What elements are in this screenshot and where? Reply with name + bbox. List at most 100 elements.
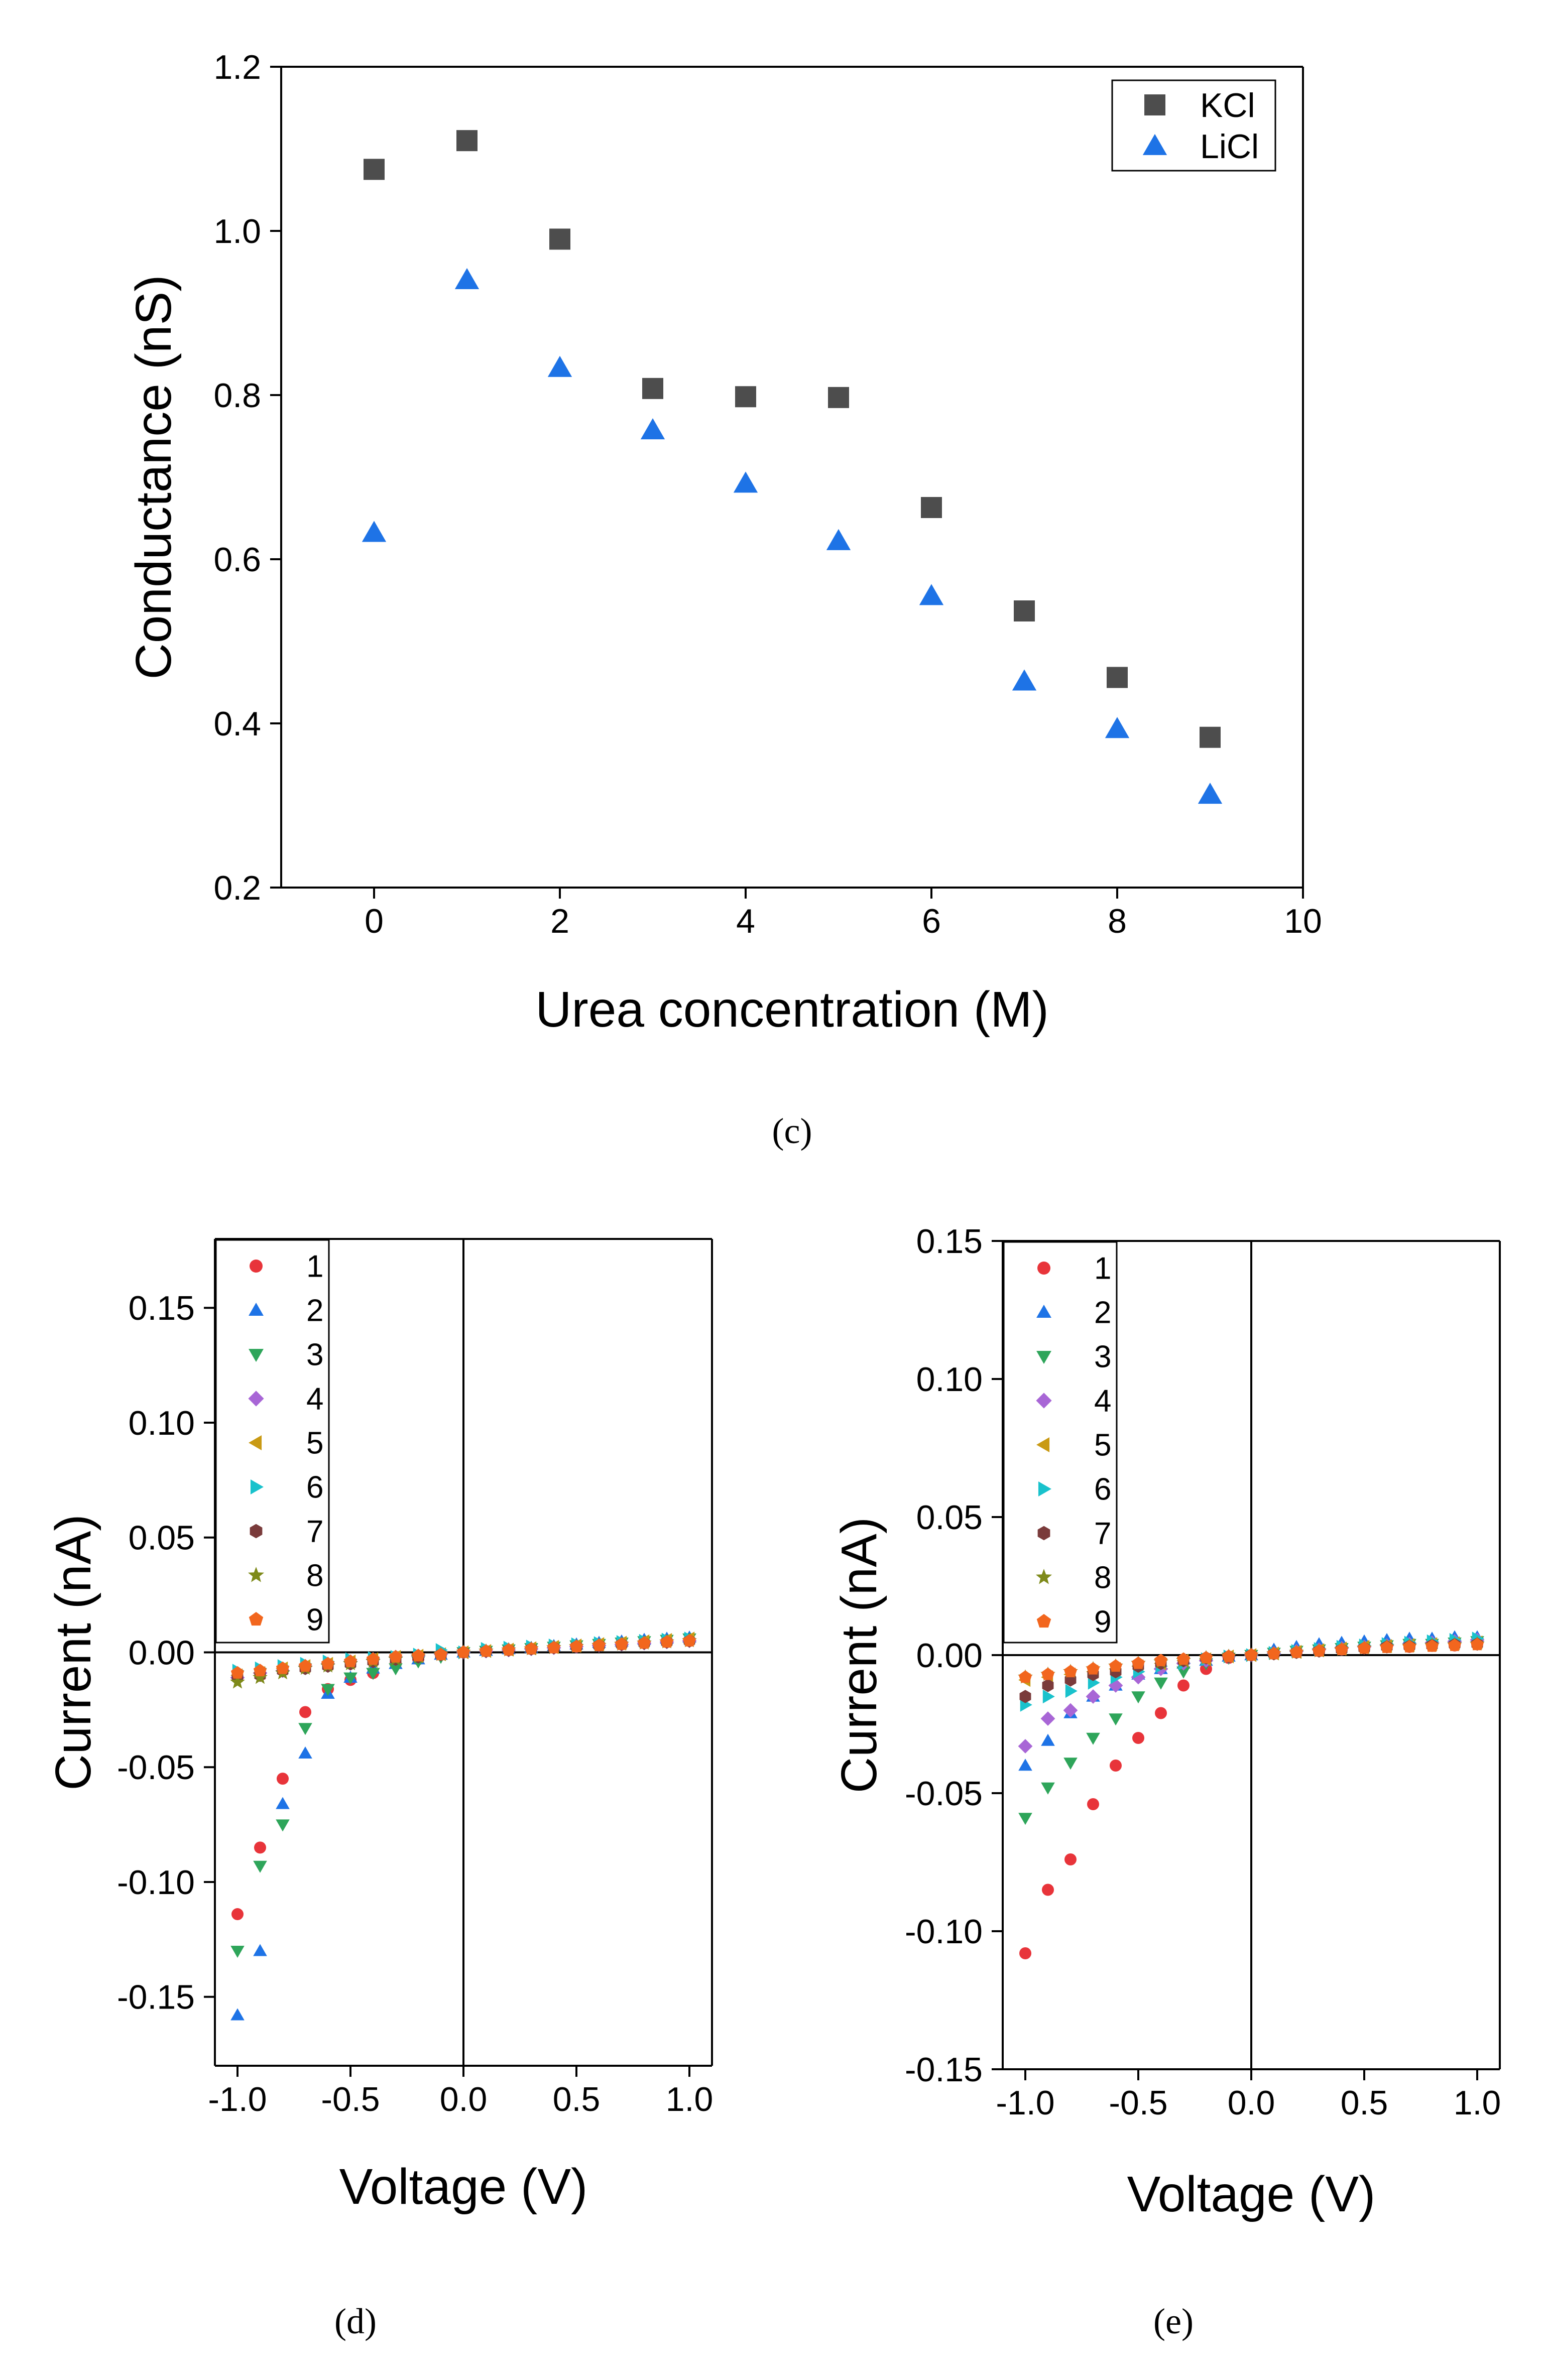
legend-marker	[1036, 1350, 1051, 1364]
data-point	[1109, 1659, 1123, 1672]
data-point	[1105, 717, 1130, 738]
x-tick-label: 0.0	[1228, 2084, 1275, 2122]
data-point	[1012, 669, 1037, 691]
legend-marker	[1036, 1614, 1051, 1628]
legend-marker	[250, 1260, 263, 1273]
y-axis-title: Current (nA)	[45, 1514, 101, 1790]
data-point	[434, 1648, 448, 1661]
y-tick-label: 0.6	[213, 541, 261, 579]
x-tick-label: 0	[365, 902, 384, 940]
data-point	[254, 1841, 266, 1854]
data-point	[1086, 1732, 1100, 1745]
data-point	[1244, 1648, 1258, 1661]
data-point	[1222, 1649, 1236, 1662]
x-tick-label: 4	[736, 902, 755, 940]
legend-marker	[1142, 134, 1167, 155]
x-tick-label: 0.5	[553, 2080, 601, 2118]
legend-label: 4	[1094, 1384, 1111, 1419]
legend-label: 7	[306, 1515, 323, 1549]
chart-e-iv-curve: -1.0 -0.5 0.0 0.5 1.0 -0.15 -0.10 -0.05 0.00 0.05…	[831, 1222, 1501, 2341]
y-tick-label: 1.2	[213, 48, 261, 86]
data-point	[1402, 1640, 1416, 1653]
data-point	[524, 1642, 538, 1655]
legend-marker	[249, 1303, 264, 1316]
data-point	[1131, 1656, 1145, 1669]
data-point	[230, 1946, 245, 1958]
data-point	[1335, 1643, 1349, 1656]
legend-label: 5	[306, 1426, 323, 1461]
y-tick-label: 0.15	[129, 1289, 195, 1327]
data-point	[828, 387, 849, 408]
data-point	[321, 1657, 335, 1670]
data-point	[1380, 1640, 1394, 1653]
data-point	[682, 1634, 696, 1647]
data-point	[1063, 1665, 1078, 1678]
legend-marker	[249, 1348, 264, 1362]
data-point	[298, 1746, 312, 1759]
legend-label: KCl	[1200, 86, 1255, 124]
y-tick-label: -0.15	[905, 2051, 983, 2089]
data-point	[253, 1944, 267, 1956]
chart-d-iv-curve: -1.0 -0.5 0.0 0.5 1.0 -0.15 -0.10 -0.05 0.00 0.05…	[45, 1238, 714, 2341]
data-point	[1041, 1733, 1055, 1746]
data-point	[1425, 1639, 1439, 1652]
x-tick-label: 1.0	[666, 2080, 714, 2118]
legend-marker	[249, 1612, 264, 1626]
legend: 1 2 3 4 5 6 7 8 9	[215, 1239, 330, 1644]
data-point	[615, 1637, 629, 1650]
data-point	[1176, 1666, 1191, 1679]
data-point	[230, 1674, 245, 1689]
legend-label: 2	[1094, 1296, 1111, 1330]
data-point	[1063, 1703, 1078, 1718]
data-point	[454, 268, 480, 289]
y-tick-label: 0.4	[213, 705, 261, 743]
data-point	[1154, 1677, 1168, 1690]
data-point	[230, 1666, 245, 1679]
legend-marker	[1036, 1437, 1050, 1452]
chart-c-conductance: 0 2 4 6 8 10 0.2 0.4 0.6 0.8 1.0 1.2 Urea concentrat…	[126, 48, 1322, 1151]
data-point	[1312, 1644, 1326, 1657]
x-tick-label: -1.0	[208, 2080, 267, 2118]
data-point	[299, 1706, 311, 1718]
data-point	[919, 584, 944, 605]
y-tick-label: -0.15	[117, 1978, 195, 2017]
data-point	[362, 521, 387, 542]
legend-marker	[1038, 1481, 1051, 1496]
x-tick-label: 0.0	[440, 2080, 488, 2118]
data-point	[321, 1684, 335, 1696]
y-axis-title: Current (nA)	[831, 1517, 887, 1793]
data-point	[1176, 1652, 1191, 1665]
data-point	[1018, 1813, 1032, 1825]
data-point	[1200, 726, 1221, 748]
data-point	[1267, 1647, 1281, 1660]
data-point	[276, 1819, 290, 1832]
y-tick-label: 0.05	[129, 1519, 195, 1557]
data-point	[1041, 1782, 1055, 1795]
x-axis-title: Voltage (V)	[1127, 2166, 1376, 2222]
data-point	[1018, 1670, 1032, 1683]
data-point	[1041, 1667, 1055, 1680]
y-tick-label: -0.05	[117, 1748, 195, 1787]
legend-label: 6	[306, 1470, 323, 1505]
data-point	[1131, 1691, 1145, 1704]
legend-marker	[249, 1435, 262, 1450]
legend-label: 6	[1094, 1472, 1111, 1507]
y-tick-label: -0.10	[117, 1863, 195, 1902]
data-point	[735, 386, 756, 408]
data-point	[1040, 1711, 1055, 1726]
data-point	[1063, 1758, 1078, 1770]
legend-label: 9	[306, 1603, 323, 1638]
data-point	[343, 1655, 358, 1667]
series-9	[1018, 1638, 1484, 1683]
legend-box	[1111, 79, 1276, 172]
data-point	[230, 2008, 245, 2021]
x-tick-label: -0.5	[1109, 2084, 1167, 2122]
data-point	[366, 1668, 380, 1680]
legend-marker	[1037, 1262, 1050, 1275]
legend-marker	[1036, 1393, 1052, 1409]
data-point	[1357, 1641, 1371, 1654]
data-point	[456, 130, 478, 152]
data-point	[1087, 1798, 1099, 1810]
y-tick-label: 0.00	[129, 1634, 195, 1672]
legend-marker	[1036, 1305, 1051, 1318]
